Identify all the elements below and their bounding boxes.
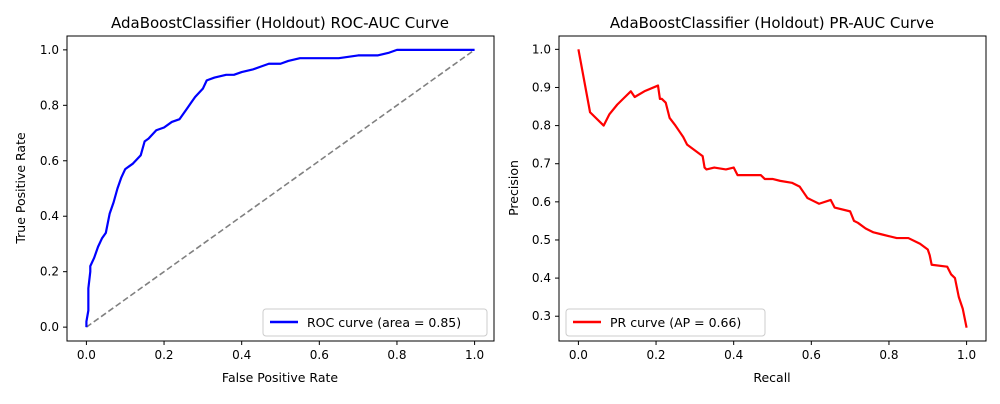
roc-y-tick-label: 0.0 xyxy=(40,320,59,334)
pr-x-tick-label: 0.2 xyxy=(646,348,665,362)
pr-series-line-0 xyxy=(577,49,968,328)
roc-legend: ROC curve (area = 0.85) xyxy=(262,308,488,337)
pr-x-axis-label: Recall xyxy=(753,370,790,385)
roc-x-tick-label: 0.8 xyxy=(387,348,406,362)
roc-series-line-1-diagonal xyxy=(85,49,476,328)
roc-y-tick-label: 0.6 xyxy=(40,154,59,168)
pr-x-tick-label: 0.8 xyxy=(879,348,898,362)
pr-y-tick-label: 0.3 xyxy=(532,309,551,323)
roc-legend-box xyxy=(262,308,488,337)
pr-axes-frame xyxy=(558,35,987,342)
pr-y-tick-label: 0.4 xyxy=(532,271,551,285)
pr-x-ticks: 0.0 0.2 0.4 0.6 0.8 1.0 xyxy=(569,341,976,362)
pr-title: AdaBoostClassifier (Holdout) PR-AUC Curv… xyxy=(610,14,934,32)
roc-y-tick-label: 1.0 xyxy=(40,43,59,57)
pr-plot-area xyxy=(577,49,968,328)
roc-y-ticks: 0.0 0.2 0.4 0.6 0.8 1.0 xyxy=(40,43,67,334)
roc-axes-frame xyxy=(66,35,495,342)
roc-y-tick-label: 0.2 xyxy=(40,265,59,279)
pr-panel: AdaBoostClassifier (Holdout) PR-AUC Curv… xyxy=(506,14,987,385)
roc-x-ticks: 0.0 0.2 0.4 0.6 0.8 1.0 xyxy=(77,341,484,362)
roc-x-axis-label: False Positive Rate xyxy=(222,370,338,385)
roc-x-tick-label: 0.6 xyxy=(310,348,329,362)
pr-x-tick-label: 1.0 xyxy=(957,348,976,362)
pr-legend-label: PR curve (AP = 0.66) xyxy=(610,315,741,330)
pr-y-tick-label: 0.9 xyxy=(532,80,551,94)
roc-x-tick-label: 0.0 xyxy=(77,348,96,362)
roc-series-line-0 xyxy=(85,48,475,328)
pr-x-tick-label: 0.0 xyxy=(569,348,588,362)
pr-x-tick-label: 0.6 xyxy=(802,348,821,362)
pr-y-tick-label: 0.7 xyxy=(532,157,551,171)
pr-x-tick-label: 0.4 xyxy=(724,348,743,362)
roc-x-tick-label: 0.4 xyxy=(232,348,251,362)
roc-panel: AdaBoostClassifier (Holdout) ROC-AUC Cur… xyxy=(13,14,495,385)
roc-plot-area xyxy=(85,48,476,328)
pr-y-axis-label: Precision xyxy=(506,160,521,216)
roc-y-tick-label: 0.8 xyxy=(40,98,59,112)
roc-y-axis-label: True Positive Rate xyxy=(13,132,28,245)
pr-y-ticks: 0.3 0.4 0.5 0.6 0.7 0.8 0.9 1.0 xyxy=(532,42,559,323)
roc-y-tick-label: 0.4 xyxy=(40,209,59,223)
roc-title: AdaBoostClassifier (Holdout) ROC-AUC Cur… xyxy=(111,14,449,32)
pr-y-tick-label: 0.6 xyxy=(532,195,551,209)
pr-y-tick-label: 0.8 xyxy=(532,119,551,133)
pr-y-tick-label: 1.0 xyxy=(532,42,551,56)
pr-y-tick-label: 0.5 xyxy=(532,233,551,247)
roc-legend-label: ROC curve (area = 0.85) xyxy=(307,315,461,330)
roc-x-tick-label: 0.2 xyxy=(154,348,173,362)
roc-x-tick-label: 1.0 xyxy=(465,348,484,362)
pr-legend: PR curve (AP = 0.66) xyxy=(565,308,766,337)
pr-legend-box xyxy=(565,308,766,337)
